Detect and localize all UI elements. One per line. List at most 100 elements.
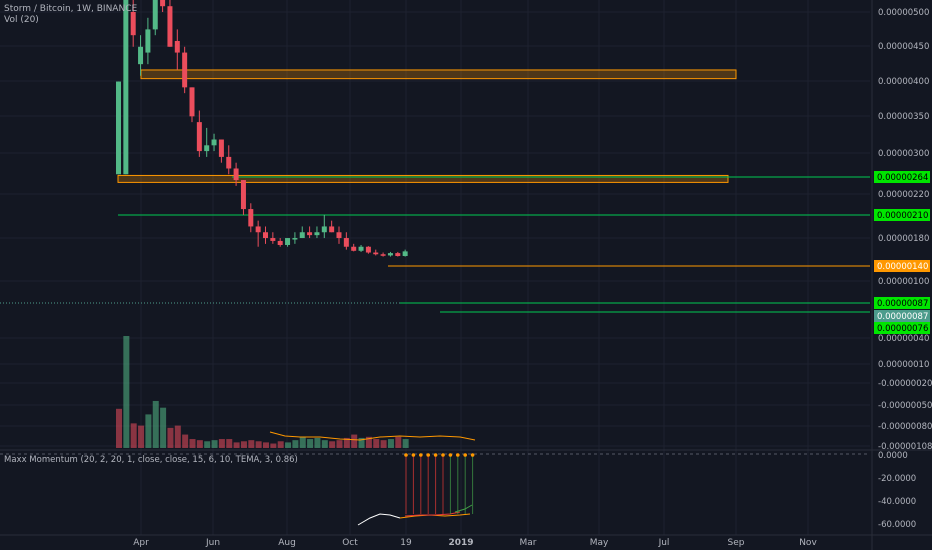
volume-moving-average bbox=[269, 431, 476, 441]
candle-body bbox=[373, 252, 379, 255]
candle-body bbox=[277, 240, 283, 245]
price-tag-label: 0.00000076 bbox=[877, 324, 928, 334]
price-tag-label: 0.00000140 bbox=[877, 262, 928, 272]
volume-bar bbox=[130, 423, 137, 448]
price-axis-label: 0.00000220 bbox=[878, 190, 929, 200]
price-axis-label: 0.00000010 bbox=[878, 360, 929, 370]
volume-bar bbox=[314, 437, 321, 448]
oscillator-axis-label: 0.0000 bbox=[878, 451, 908, 461]
volume-bar bbox=[387, 439, 394, 448]
candle-body bbox=[130, 12, 136, 36]
volume-bar bbox=[329, 441, 336, 448]
candle-body bbox=[226, 156, 232, 169]
candle-body bbox=[402, 251, 408, 257]
volume-bar bbox=[211, 440, 218, 448]
price-tags: 0.00000264 0.00000210 0.00000140 0.00000087… bbox=[874, 171, 930, 334]
volume-bar bbox=[373, 439, 380, 448]
time-axis-label: 2019 bbox=[448, 538, 473, 548]
candle-body bbox=[189, 87, 195, 117]
time-axis-label: Nov bbox=[799, 538, 817, 548]
volume-bar bbox=[270, 443, 277, 448]
price-tag bbox=[874, 260, 930, 272]
time-axis-label: Jul bbox=[658, 538, 670, 548]
signal-dot bbox=[419, 453, 423, 457]
oscillator-axis-label: -40.0000 bbox=[878, 497, 916, 507]
volume-bars bbox=[116, 336, 476, 448]
volume-bar bbox=[123, 336, 130, 448]
candle-body bbox=[343, 238, 349, 247]
time-axis-label: Jun bbox=[205, 538, 220, 548]
price-axis-label: 0.00000350 bbox=[878, 112, 929, 122]
volume-bar bbox=[233, 442, 240, 448]
price-axis-label: -0.00000080 bbox=[878, 422, 932, 432]
oscillator-title[interactable]: Maxx Momentum (20, 2, 20, 1, close, clos… bbox=[4, 455, 298, 465]
candle-body bbox=[321, 226, 327, 233]
volume-bar bbox=[145, 414, 152, 448]
candle-body bbox=[299, 232, 305, 239]
volume-bar bbox=[167, 427, 174, 448]
price-axis[interactable]: 0.00000500 0.00000450 0.00000400 0.00000350… bbox=[878, 8, 932, 530]
signal-dot bbox=[463, 453, 468, 457]
price-tag-label: 0.00000087 bbox=[877, 312, 928, 322]
price-axis-label: 0.00000100 bbox=[878, 277, 929, 287]
supply-demand-zone bbox=[117, 174, 729, 183]
candle-body bbox=[240, 180, 246, 210]
price-tag-label: 0.00000264 bbox=[877, 173, 928, 183]
signal-dot bbox=[441, 453, 445, 457]
volume-bar bbox=[218, 439, 225, 448]
volume-bar bbox=[358, 437, 365, 448]
candle-body bbox=[196, 122, 202, 152]
volume-bar bbox=[196, 440, 203, 448]
price-tag-label: 0.00000087 bbox=[877, 299, 928, 309]
candle-body bbox=[255, 226, 261, 233]
volume-bar bbox=[138, 425, 145, 448]
candle-body bbox=[307, 232, 313, 236]
candle-body bbox=[218, 139, 224, 157]
volume-indicator-label[interactable]: Vol (20) bbox=[4, 15, 39, 25]
candle-body bbox=[351, 246, 357, 251]
volume-bar bbox=[182, 434, 189, 448]
candle-body bbox=[182, 52, 188, 88]
volume-bar bbox=[226, 439, 233, 448]
volume-bar bbox=[116, 408, 122, 448]
price-axis-label: 0.00000500 bbox=[878, 8, 929, 18]
price-axis-label: 0.00000040 bbox=[878, 334, 929, 344]
candle-body bbox=[145, 29, 151, 53]
candle-body bbox=[285, 238, 291, 245]
price-axis-label: -0.00000108 bbox=[878, 442, 932, 452]
price-tag bbox=[874, 171, 930, 183]
candle-body bbox=[292, 238, 298, 240]
volume-bar bbox=[307, 439, 314, 448]
candle-body bbox=[233, 168, 239, 181]
candlesticks bbox=[116, 0, 408, 257]
volume-bar bbox=[321, 440, 328, 448]
volume-bar bbox=[160, 407, 167, 448]
candle-body bbox=[263, 232, 268, 239]
candle-body bbox=[387, 253, 393, 256]
supply-demand-zone bbox=[140, 69, 737, 80]
volume-bar bbox=[402, 439, 409, 448]
momentum-line bbox=[357, 513, 401, 526]
volume-bar bbox=[248, 440, 255, 448]
oscillator-axis-label: -20.0000 bbox=[878, 474, 916, 484]
volume-bar bbox=[174, 425, 181, 448]
signal-dot bbox=[433, 453, 438, 457]
volume-bar bbox=[336, 440, 343, 448]
volume-bar bbox=[255, 441, 262, 448]
time-axis-label: Oct bbox=[342, 538, 358, 548]
volume-bar bbox=[204, 441, 211, 448]
symbol-title[interactable]: Storm / Bitcoin, 1W, BINANCE bbox=[4, 4, 138, 14]
signal-line bbox=[399, 513, 471, 519]
signal-dot bbox=[448, 453, 453, 457]
price-tag-label: 0.00000210 bbox=[877, 211, 928, 221]
price-axis-label: 0.00000180 bbox=[878, 234, 929, 244]
histogram-line bbox=[404, 511, 461, 517]
time-axis[interactable]: Apr Jun Aug Oct 19 2019 Mar May Jul Sep Nov bbox=[133, 538, 817, 548]
candle-body bbox=[167, 6, 173, 47]
candle-body bbox=[152, 0, 158, 30]
signal-dot bbox=[411, 453, 416, 457]
time-axis-label: Aug bbox=[278, 538, 296, 548]
volume-bar bbox=[299, 436, 306, 448]
